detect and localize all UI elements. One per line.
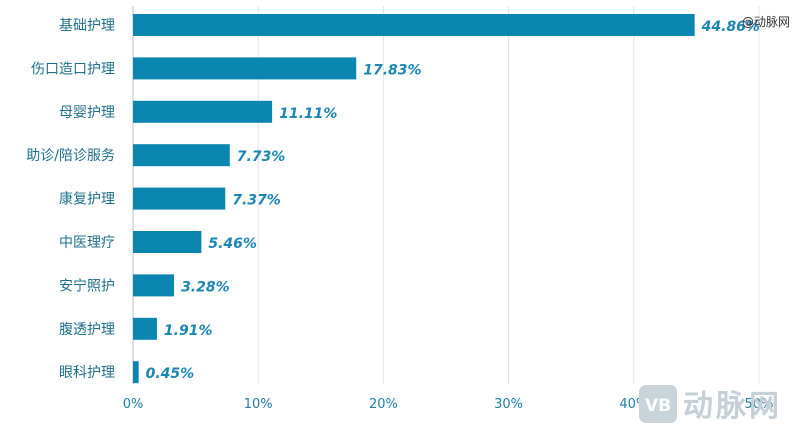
- category-label: 中医理疗: [59, 235, 115, 251]
- category-labels: 基础护理伤口造口护理母婴护理助诊/陪诊服务康复护理中医理疗安宁照护腹透护理眼科护…: [26, 17, 115, 381]
- brand-watermark: VB 动脉网: [639, 385, 782, 424]
- data-label: 0.45%: [146, 366, 195, 382]
- x-tick-label: 30%: [494, 397, 523, 412]
- x-tick-labels: 0% 10% 20% 30% 40% 50%: [123, 397, 774, 412]
- data-label: 7.73%: [237, 149, 286, 165]
- x-tick-label: 0%: [123, 397, 144, 412]
- category-label: 腹透护理: [59, 321, 115, 338]
- corner-watermark: @动脉网: [742, 14, 790, 29]
- category-label: 基础护理: [59, 17, 115, 34]
- data-label: 11.11%: [279, 106, 337, 122]
- brand-logo-text: VB: [645, 396, 671, 416]
- x-tick-label: 20%: [369, 397, 398, 412]
- data-labels: 44.86% 17.83% 11.11% 7.73% 7.37% 5.46% 3.28% 1.…: [146, 19, 760, 382]
- bar: [133, 144, 230, 167]
- bar: [133, 100, 273, 123]
- data-label: 5.46%: [208, 236, 257, 252]
- x-tick-label: 10%: [244, 397, 273, 412]
- category-label: 助诊/陪诊服务: [26, 148, 115, 164]
- category-label: 安宁照护: [59, 277, 115, 294]
- data-label: 17.83%: [363, 62, 421, 78]
- bar: [133, 57, 357, 80]
- category-label: 眼科护理: [59, 365, 115, 381]
- category-label: 伤口造口护理: [31, 61, 115, 77]
- bar: [133, 274, 175, 297]
- bar: [133, 361, 139, 384]
- x-tick-label: 50%: [745, 397, 774, 412]
- category-label: 康复护理: [59, 191, 115, 208]
- bar: [133, 317, 157, 340]
- brand-logo-icon: [639, 385, 677, 423]
- bar: [133, 231, 202, 253]
- data-label: 44.86%: [701, 19, 760, 35]
- bars: [133, 14, 695, 384]
- data-label: 1.91%: [164, 323, 213, 339]
- bar: [133, 187, 226, 210]
- category-label: 母婴护理: [59, 105, 115, 121]
- bar: [133, 14, 695, 36]
- brand-watermark-text: 动脉网: [683, 389, 782, 424]
- data-label: 3.28%: [181, 279, 230, 295]
- data-label: 7.37%: [232, 193, 281, 209]
